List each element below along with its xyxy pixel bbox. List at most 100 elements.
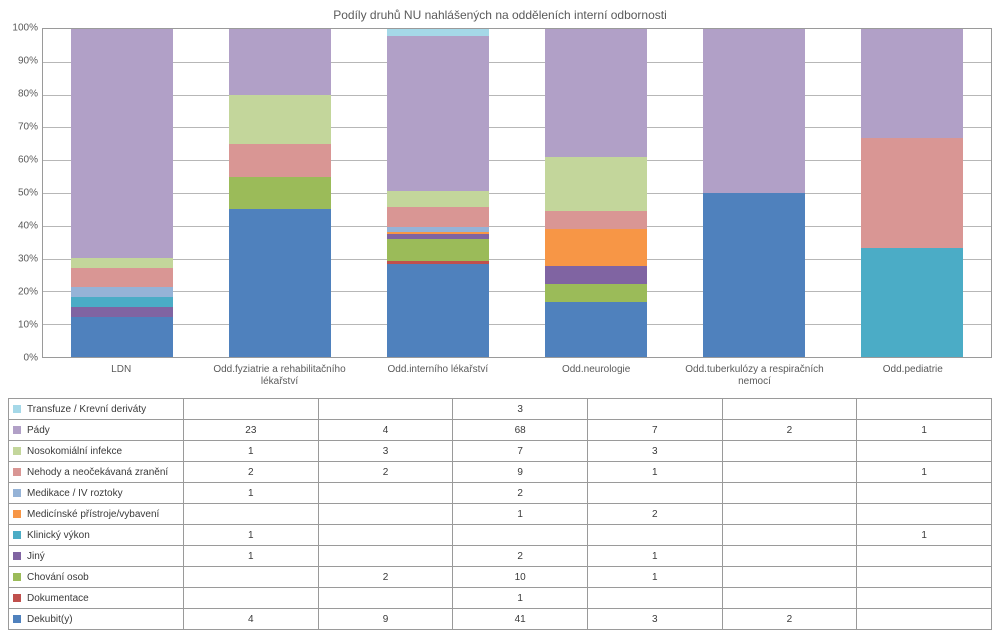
- table-row: Dokumentace 1: [9, 588, 992, 609]
- y-tick-label: 10%: [18, 320, 38, 331]
- data-cell: [857, 504, 992, 525]
- data-cell: 3: [453, 399, 588, 420]
- data-cell: 1: [453, 504, 588, 525]
- y-tick-label: 100%: [12, 23, 38, 34]
- data-cell: [184, 567, 319, 588]
- bar-segment: [545, 284, 646, 302]
- legend-swatch: [13, 552, 21, 560]
- data-cell: 1: [184, 483, 319, 504]
- data-cell: 1: [857, 420, 992, 441]
- bar-segment: [387, 239, 488, 262]
- bar-column: [201, 29, 359, 357]
- bar-segment: [545, 302, 646, 357]
- x-category-label: Odd.interního lékařství: [359, 358, 517, 394]
- bar-segment: [545, 157, 646, 212]
- data-cell: 41: [453, 609, 588, 630]
- data-cell: [722, 567, 857, 588]
- data-cell: [318, 588, 453, 609]
- bar-segment: [229, 144, 330, 177]
- data-cell: 2: [587, 504, 722, 525]
- bar-segment: [387, 191, 488, 207]
- series-label-cell: Jiný: [9, 546, 184, 567]
- stacked-bar: [387, 29, 488, 357]
- data-cell: 2: [318, 462, 453, 483]
- series-label-cell: Medikace / IV roztoky: [9, 483, 184, 504]
- data-cell: [587, 399, 722, 420]
- series-label-cell: Nehody a neočekávaná zranění: [9, 462, 184, 483]
- data-cell: 10: [453, 567, 588, 588]
- data-cell: 3: [587, 609, 722, 630]
- y-tick-label: 60%: [18, 155, 38, 166]
- table-row: Pády23468721: [9, 420, 992, 441]
- stacked-bar: [229, 29, 330, 357]
- table-row: Chování osob2101: [9, 567, 992, 588]
- data-cell: 1: [857, 462, 992, 483]
- bar-segment: [545, 211, 646, 229]
- table-row: Klinický výkon11: [9, 525, 992, 546]
- data-cell: [318, 504, 453, 525]
- table-row: Nosokomiální infekce1373: [9, 441, 992, 462]
- bar-segment: [71, 317, 172, 357]
- bar-segment: [71, 268, 172, 288]
- table-row: Dekubit(y)494132: [9, 609, 992, 630]
- table-row: Nehody a neočekávaná zranění22911: [9, 462, 992, 483]
- bar-column: [359, 29, 517, 357]
- y-tick-label: 40%: [18, 221, 38, 232]
- data-cell: [587, 588, 722, 609]
- data-cell: [722, 483, 857, 504]
- data-cell: 1: [857, 525, 992, 546]
- data-cell: 4: [318, 420, 453, 441]
- data-cell: 9: [318, 609, 453, 630]
- data-cell: [722, 399, 857, 420]
- legend-swatch: [13, 615, 21, 623]
- data-cell: [318, 399, 453, 420]
- legend-swatch: [13, 531, 21, 539]
- legend-swatch: [13, 426, 21, 434]
- series-label-cell: Dokumentace: [9, 588, 184, 609]
- x-axis-labels: LDNOdd.fyziatrie a rehabilitačního lékař…: [42, 358, 992, 394]
- stacked-bar: [545, 29, 646, 357]
- bar-segment: [545, 266, 646, 284]
- series-name: Pády: [27, 425, 50, 436]
- data-cell: [857, 567, 992, 588]
- data-cell: [722, 504, 857, 525]
- data-cell: [184, 588, 319, 609]
- data-table: Transfuze / Krevní deriváty3Pády23468721…: [8, 398, 992, 630]
- table-row: Transfuze / Krevní deriváty 3: [9, 399, 992, 420]
- bar-segment: [71, 287, 172, 297]
- data-cell: [318, 546, 453, 567]
- y-tick-label: 80%: [18, 89, 38, 100]
- x-category-label: Odd.fyziatrie a rehabilitačního lékařstv…: [200, 358, 358, 394]
- data-cell: [857, 588, 992, 609]
- plot-area: 0%10%20%30%40%50%60%70%80%90%100%: [8, 28, 992, 358]
- data-cell: 1: [453, 588, 588, 609]
- y-tick-label: 50%: [18, 188, 38, 199]
- data-cell: [184, 399, 319, 420]
- bar-segment: [71, 307, 172, 317]
- bar-column: [43, 29, 201, 357]
- data-cell: 7: [587, 420, 722, 441]
- data-cell: 1: [184, 441, 319, 462]
- chart-title: Podíly druhů NU nahlášených na odděleníc…: [8, 8, 992, 22]
- x-category-label: Odd.neurologie: [517, 358, 675, 394]
- data-cell: [587, 483, 722, 504]
- data-cell: 9: [453, 462, 588, 483]
- y-tick-label: 0%: [24, 353, 38, 364]
- series-label-cell: Transfuze / Krevní deriváty: [9, 399, 184, 420]
- data-cell: 2: [453, 483, 588, 504]
- x-category-label: Odd.pediatrie: [834, 358, 992, 394]
- data-cell: 2: [453, 546, 588, 567]
- data-cell: 2: [722, 420, 857, 441]
- bar-segment: [387, 207, 488, 228]
- chart-container: Podíly druhů NU nahlášených na odděleníc…: [0, 0, 1000, 586]
- bar-segment: [71, 258, 172, 268]
- series-name: Dekubit(y): [27, 614, 73, 625]
- data-cell: [184, 504, 319, 525]
- data-cell: 1: [184, 525, 319, 546]
- data-cell: 3: [318, 441, 453, 462]
- data-cell: 23: [184, 420, 319, 441]
- x-category-label: LDN: [42, 358, 200, 394]
- data-cell: [318, 483, 453, 504]
- data-cell: [722, 462, 857, 483]
- y-tick-label: 20%: [18, 287, 38, 298]
